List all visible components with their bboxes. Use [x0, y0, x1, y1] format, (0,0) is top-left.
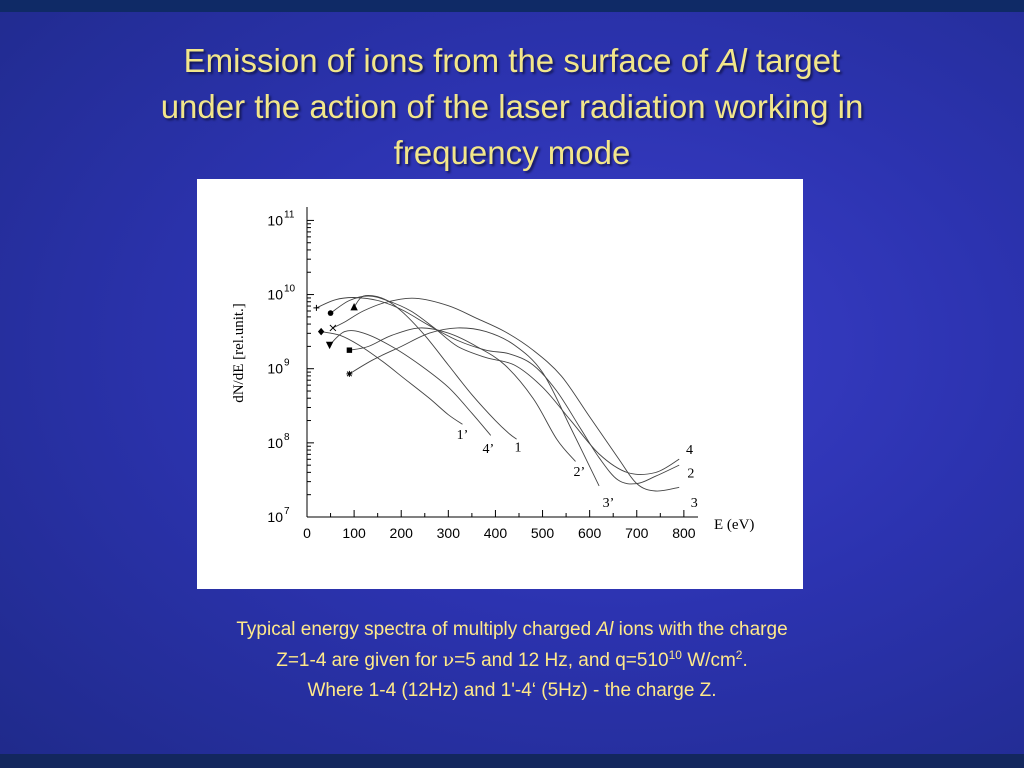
- marker-square: [346, 347, 353, 353]
- slide-title: Emission of ions from the surface of Al …: [40, 38, 984, 176]
- caption-element-name: Al: [596, 619, 614, 640]
- energy-spectra-chart: 10 710 810 910 1010 110 100 200 300 400 500 600 700 8…: [231, 207, 754, 541]
- caption-frequency-text: =5 and 12 Hz, and q=510: [454, 650, 669, 671]
- curve-1: [353, 294, 517, 440]
- title-text-end: target: [746, 42, 841, 79]
- curve-label-3: 3: [691, 496, 698, 511]
- caption-line-1: Typical energy spectra of multiply charg…: [60, 615, 964, 645]
- y-tick-label: 10: [267, 509, 283, 525]
- title-line-2: under the action of the laser radiation …: [160, 88, 864, 125]
- x-tick-label: 400: [484, 525, 508, 541]
- title-line-3: frequency mode: [393, 134, 631, 171]
- y-tick-label: 10: [267, 435, 283, 451]
- y-tick-label: 10: [267, 287, 283, 303]
- marker-circle: [327, 310, 334, 316]
- y-tick-exponent: 9: [284, 358, 290, 369]
- x-tick-label: 700: [625, 525, 649, 541]
- caption-nu-symbol: ν: [442, 649, 455, 671]
- curve-label-3’: 3’: [603, 496, 615, 511]
- y-tick-label: 10: [267, 212, 283, 228]
- x-tick-label: 800: [672, 525, 696, 541]
- curve-4’: [329, 330, 492, 436]
- marker-asterisk: [346, 370, 353, 377]
- title-element-name: Al: [717, 42, 747, 79]
- caption-line-2: Z=1-4 are given for ν=5 and 12 Hz, and q…: [60, 645, 964, 676]
- marker-cross: [329, 324, 337, 332]
- marker-triangle-down: [325, 341, 334, 350]
- curve-2: [316, 297, 680, 485]
- x-axis-title: E (eV): [714, 517, 754, 533]
- caption-charge-text: Z=1-4 are given for: [276, 650, 443, 671]
- marker-triangle: [350, 302, 358, 311]
- caption-unit: W/cm: [681, 650, 736, 671]
- y-tick-exponent: 10: [284, 284, 296, 295]
- curve-label-1: 1: [515, 441, 522, 456]
- chart-panel: 10 7 10 8 10 9 10 10 10 11 0 100 200 300 400 500 600 700 8…: [197, 179, 803, 589]
- y-tick-exponent: 7: [284, 506, 290, 517]
- curve-3: [332, 297, 680, 492]
- y-axis-title: dN/dE [rel.unit.]: [231, 303, 247, 403]
- curve-label-4’: 4’: [483, 442, 495, 457]
- y-tick-exponent: 8: [284, 432, 290, 443]
- curve-label-2: 2: [687, 467, 694, 482]
- caption-text: Typical energy spectra of multiply charg…: [236, 619, 597, 640]
- y-tick-label: 10: [267, 361, 283, 377]
- caption-exponent: 10: [668, 648, 682, 662]
- caption: Typical energy spectra of multiply charg…: [60, 615, 964, 706]
- curve-2’: [349, 327, 576, 462]
- caption-text-end: ions with the charge: [613, 619, 788, 640]
- curve-label-2’: 2’: [573, 465, 585, 480]
- caption-line-3: Where 1-4 (12Hz) and 1'-4‘ (5Hz) - the c…: [307, 680, 717, 701]
- x-tick-label: 0: [303, 525, 311, 541]
- top-band: [0, 0, 1024, 12]
- x-tick-label: 200: [390, 525, 414, 541]
- x-tick-label: 600: [578, 525, 602, 541]
- curve-label-1’: 1’: [457, 428, 469, 443]
- x-tick-label: 100: [342, 525, 366, 541]
- marker-diamond: [317, 327, 325, 336]
- x-tick-label: 500: [531, 525, 555, 541]
- curve-1’: [321, 331, 463, 425]
- caption-unit-exponent: 2: [735, 648, 743, 662]
- bottom-band: [0, 754, 1024, 768]
- marker-plus: [313, 304, 320, 311]
- caption-period: .: [742, 650, 748, 671]
- curve-label-4: 4: [686, 443, 693, 458]
- curve-4: [330, 295, 680, 475]
- title-line-1: Emission of ions from the surface of Al …: [40, 38, 984, 84]
- curve-3’: [349, 327, 600, 487]
- title-text: Emission of ions from the surface of: [183, 42, 718, 79]
- x-tick-label: 300: [437, 525, 461, 541]
- y-tick-exponent: 11: [284, 209, 295, 220]
